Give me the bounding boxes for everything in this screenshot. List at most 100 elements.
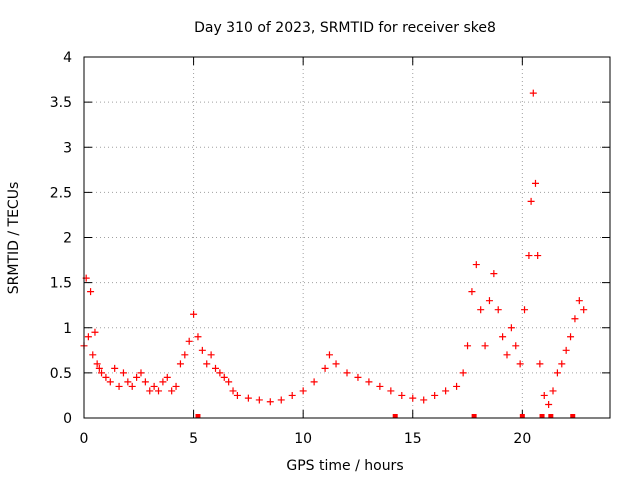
data-point-zero	[195, 414, 201, 418]
data-point-plus	[106, 378, 114, 386]
data-point-plus	[89, 351, 97, 359]
data-point-plus	[553, 369, 561, 377]
data-point-plus	[310, 378, 318, 386]
data-point-plus	[255, 396, 263, 404]
data-point-plus	[321, 364, 329, 372]
data-point-plus	[521, 306, 529, 314]
data-point-plus	[244, 394, 252, 402]
y-axis-label: SRMTID / TECUs	[6, 182, 22, 295]
data-point-plus	[571, 315, 579, 323]
data-point-plus	[185, 337, 193, 345]
data-point-plus	[181, 351, 189, 359]
data-point-plus	[124, 378, 132, 386]
x-tick-label: 5	[189, 431, 198, 447]
data-point-plus	[525, 252, 533, 260]
y-tick-label: 1	[63, 321, 72, 337]
data-point-plus	[194, 333, 202, 341]
data-point-plus	[580, 306, 588, 314]
data-point-plus	[365, 378, 373, 386]
y-tick-label: 2	[63, 231, 72, 247]
data-point-plus	[503, 351, 511, 359]
data-point-plus	[176, 360, 184, 368]
data-point-plus	[481, 342, 489, 350]
data-point-plus	[472, 261, 480, 269]
data-point-plus	[203, 360, 211, 368]
data-point-plus	[207, 351, 215, 359]
data-point-plus	[485, 297, 493, 305]
data-point-plus	[216, 369, 224, 377]
data-point-plus	[431, 391, 439, 399]
data-point-plus	[464, 342, 472, 350]
data-points	[80, 89, 588, 418]
data-point-plus	[190, 310, 198, 318]
data-point-plus	[516, 360, 524, 368]
data-point-plus	[468, 288, 476, 296]
data-point-plus	[87, 288, 95, 296]
data-point-plus	[354, 373, 362, 381]
data-point-plus	[225, 378, 233, 386]
data-point-plus	[398, 391, 406, 399]
data-point-plus	[536, 360, 544, 368]
data-point-plus	[545, 400, 553, 408]
data-point-plus	[119, 369, 127, 377]
data-point-plus	[91, 328, 99, 336]
y-tick-label: 3.5	[50, 95, 72, 111]
data-point-plus	[507, 324, 515, 332]
data-point-plus	[549, 387, 557, 395]
data-point-plus	[141, 378, 149, 386]
data-point-plus	[562, 346, 570, 354]
data-point-plus	[499, 333, 507, 341]
data-point-plus	[229, 387, 237, 395]
data-point-plus	[299, 387, 307, 395]
data-point-plus	[84, 333, 92, 341]
data-point-plus	[212, 364, 219, 372]
data-point-plus	[558, 360, 566, 368]
data-point-plus	[490, 270, 498, 278]
data-point-plus	[575, 297, 583, 305]
data-point-plus	[220, 373, 228, 381]
axis-ticks: 0 0.5 1 1.5 2 2.5 3 3.5 4 0 5 10 15 20	[50, 50, 610, 447]
data-point-plus	[288, 391, 296, 399]
x-tick-label: 20	[513, 431, 531, 447]
data-point-plus	[567, 333, 575, 341]
data-point-plus	[420, 396, 428, 404]
data-point-plus	[128, 382, 136, 390]
data-point-plus	[494, 306, 502, 314]
plot-frame	[83, 56, 611, 419]
data-point-plus	[453, 382, 461, 390]
data-point-plus	[172, 382, 180, 390]
data-point-plus	[325, 351, 333, 359]
x-tick-label: 15	[404, 431, 422, 447]
x-tick-label: 0	[80, 431, 89, 447]
data-point-plus	[163, 373, 171, 381]
data-point-plus	[198, 346, 206, 354]
data-point-plus	[150, 382, 158, 390]
data-point-plus	[387, 387, 395, 395]
data-point-plus	[146, 387, 154, 395]
data-point-plus	[332, 360, 340, 368]
data-point-plus	[540, 391, 548, 399]
data-point-plus	[155, 387, 163, 395]
grid-lines	[84, 57, 610, 418]
y-tick-label: 3	[63, 140, 72, 156]
data-point-plus	[137, 369, 145, 377]
data-point-plus	[93, 360, 101, 368]
data-point-plus	[159, 378, 167, 386]
data-point-plus	[168, 387, 176, 395]
data-point-plus	[343, 369, 351, 377]
data-point-plus	[376, 382, 384, 390]
y-tick-label: 0.5	[50, 366, 72, 382]
y-tick-label: 4	[63, 50, 72, 66]
data-point-zero	[519, 414, 525, 418]
data-point-plus	[531, 179, 539, 187]
x-tick-label: 10	[294, 431, 312, 447]
data-point-plus	[233, 391, 241, 399]
data-point-plus	[527, 197, 535, 205]
data-point-plus	[529, 89, 537, 97]
data-point-plus	[459, 369, 467, 377]
data-point-zero	[548, 414, 554, 418]
data-point-zero	[471, 414, 477, 418]
data-point-zero	[570, 414, 576, 418]
data-point-plus	[534, 252, 542, 260]
